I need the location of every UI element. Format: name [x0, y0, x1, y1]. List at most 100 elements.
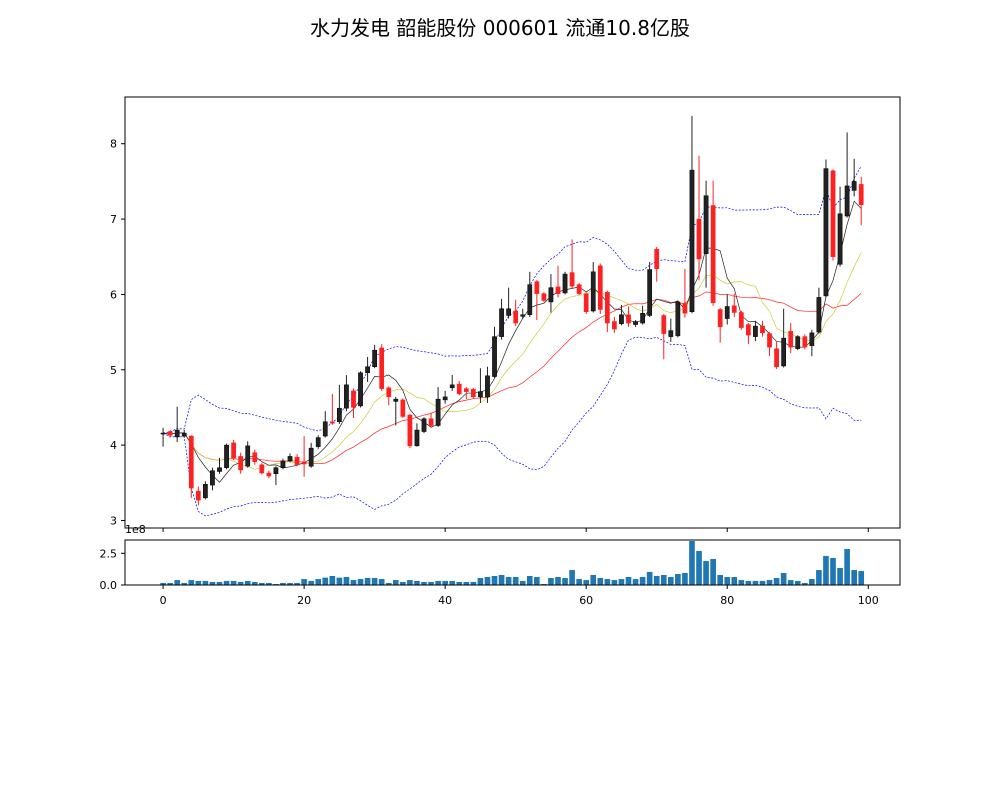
volume-bar — [364, 578, 371, 585]
candle-body — [365, 366, 370, 374]
candle-body — [294, 456, 300, 465]
candle-body — [675, 301, 681, 337]
candle-body — [315, 437, 321, 447]
candle-body — [167, 431, 173, 436]
volume-bar — [195, 580, 202, 585]
candle — [294, 454, 300, 467]
candle — [259, 463, 265, 475]
candle — [456, 381, 462, 396]
candle-body — [174, 429, 180, 438]
candle-body — [259, 464, 265, 474]
candle-body — [781, 337, 787, 367]
candle-body — [414, 429, 420, 447]
volume-offset-label: 1e8 — [125, 523, 146, 536]
candle-body — [478, 391, 483, 398]
candle-body — [647, 269, 653, 316]
candle-body — [746, 324, 751, 336]
candle-body — [802, 336, 808, 348]
candle — [351, 388, 356, 418]
ma5-line — [163, 200, 862, 483]
volume-y-tick-label: 2.5 — [100, 547, 118, 560]
candle — [499, 298, 504, 340]
candle — [633, 320, 638, 327]
candle — [315, 435, 321, 449]
volume-bar — [717, 574, 723, 585]
candle — [322, 411, 328, 438]
candle-body — [485, 375, 490, 398]
volume-bar — [308, 580, 314, 585]
volume-bar — [583, 580, 590, 585]
y-tick-label: 7 — [110, 213, 117, 226]
candle-body — [661, 315, 667, 334]
candle-body — [421, 418, 427, 432]
candle-body — [407, 414, 413, 447]
volume-bar — [534, 577, 540, 585]
candle-body — [210, 470, 215, 486]
volume-bar — [428, 581, 434, 585]
price-axes-frame — [124, 96, 901, 529]
candle — [562, 271, 568, 295]
candle — [252, 449, 258, 465]
candle-body — [245, 445, 251, 467]
volume-bar — [809, 579, 815, 585]
candle — [534, 280, 540, 321]
volume-bar — [611, 580, 618, 585]
candle — [647, 262, 653, 318]
candle — [160, 427, 166, 447]
candle — [407, 414, 413, 449]
candle — [640, 305, 645, 325]
volume-bar — [456, 581, 463, 585]
volume-bar — [336, 577, 343, 585]
x-tick-label: 60 — [579, 594, 593, 607]
candle — [485, 366, 490, 403]
volume-bar — [541, 583, 547, 585]
candle-body — [816, 297, 822, 333]
candle-body — [301, 461, 307, 465]
candle-body — [619, 314, 624, 325]
candle — [344, 375, 349, 412]
volume-bar — [731, 577, 738, 585]
candle-body — [428, 418, 434, 426]
candle-body — [492, 336, 497, 377]
candle — [245, 441, 251, 468]
candle-body — [548, 287, 554, 303]
candle — [682, 268, 688, 318]
y-tick-label: 4 — [110, 439, 117, 452]
candle — [203, 481, 208, 500]
candle — [492, 326, 497, 379]
volume-bar — [667, 577, 674, 585]
volume-bar — [216, 581, 223, 585]
volume-bar — [160, 582, 166, 585]
volume-bar — [315, 579, 322, 585]
volume-bar — [590, 574, 597, 585]
volume-bar — [512, 577, 519, 585]
volume-bar — [639, 577, 646, 585]
candle — [541, 292, 547, 302]
candle — [527, 271, 533, 318]
candle-body — [188, 435, 194, 489]
volume-bar — [738, 580, 745, 585]
candle — [696, 155, 702, 281]
volume-bar — [597, 578, 604, 585]
volume-bar — [463, 581, 470, 585]
candle-body — [344, 384, 349, 409]
volume-bar — [787, 580, 794, 585]
candle-body — [534, 281, 540, 294]
volume-bar — [745, 580, 752, 585]
ma20-line — [163, 291, 862, 465]
candle — [851, 158, 857, 197]
volume-bar — [407, 580, 413, 585]
candle — [358, 371, 363, 408]
candle — [167, 430, 173, 438]
candle-body — [435, 398, 441, 426]
candle-body — [379, 347, 385, 389]
candle — [767, 332, 772, 357]
volume-bar — [322, 577, 329, 585]
volume-panel — [160, 541, 865, 585]
candle-body — [217, 467, 222, 472]
candle-body — [576, 284, 582, 294]
volume-bar — [258, 582, 265, 585]
candle — [414, 423, 420, 447]
